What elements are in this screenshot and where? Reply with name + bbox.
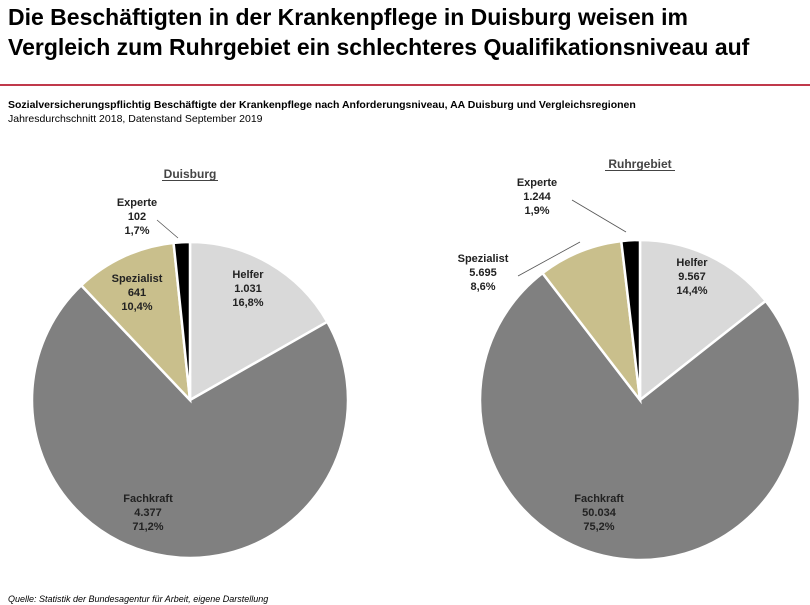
pie-slice-helfer	[188, 240, 330, 403]
chart-subtitle: Sozialversicherungspflichtig Beschäftigt…	[8, 99, 636, 111]
slice-label-value-spezialist: 5.695	[469, 267, 497, 279]
slice-label-name-fachkraft: Fachkraft	[123, 493, 173, 505]
slice-label-name-helfer: Helfer	[676, 257, 708, 269]
leader-line-experte	[156, 219, 179, 239]
pie-slice-fachkraft	[478, 271, 802, 562]
slice-label-percent-experte: 1,9%	[524, 205, 549, 217]
slice-label-percent-spezialist: 10,4%	[121, 301, 152, 313]
leader-line-spezialist	[517, 241, 581, 277]
slice-label-value-helfer: 1.031	[234, 283, 262, 295]
slice-label-name-fachkraft: Fachkraft	[574, 493, 624, 505]
leader-line-experte	[571, 199, 627, 233]
slice-label-percent-fachkraft: 71,2%	[132, 521, 163, 533]
slice-label-value-experte: 1.244	[523, 191, 551, 203]
slice-label-value-experte: 102	[128, 211, 146, 223]
source-note: Quelle: Statistik der Bundesagentur für …	[8, 594, 269, 604]
pie-slice-spezialist	[540, 239, 642, 405]
slice-label-percent-experte: 1,7%	[124, 225, 149, 237]
pie-chart-ruhrgebiet: Ruhrgebiet Helfer 9.567 14,4% Fachkraft 50.03…	[458, 157, 802, 562]
slice-label-name-spezialist: Spezialist	[458, 253, 509, 265]
slice-label-value-helfer: 9.567	[678, 271, 706, 283]
slice-label-percent-helfer: 16,8%	[232, 297, 263, 309]
slice-label-value-fachkraft: 4.377	[134, 507, 162, 519]
slice-label-name-experte: Experte	[117, 197, 157, 209]
pie-slice-fachkraft	[30, 283, 350, 560]
slice-label-value-fachkraft: 50.034	[582, 507, 617, 519]
slice-label-percent-spezialist: 8,6%	[470, 281, 495, 293]
pie-slice-experte	[172, 240, 192, 401]
title-divider	[0, 84, 810, 86]
chart-subtitle-date: Jahresdurchschnitt 2018, Datenstand Sept…	[8, 113, 263, 125]
pie-slice-spezialist	[79, 241, 192, 404]
pie-chart-duisburg: Duisburg Helfer 1.031 16,8% Fachkraft 4.377 71…	[30, 167, 350, 560]
pie-slice-helfer	[638, 238, 768, 403]
slice-label-name-experte: Experte	[517, 177, 557, 189]
slice-label-value-spezialist: 641	[128, 287, 146, 299]
pie-slice-experte	[619, 238, 642, 401]
slice-label-percent-fachkraft: 75,2%	[583, 521, 614, 533]
page-title: Die Beschäftigten in der Krankenpflege i…	[8, 4, 750, 60]
slice-label-name-spezialist: Spezialist	[112, 273, 163, 285]
slice-label-percent-helfer: 14,4%	[676, 285, 707, 297]
pie-title: Ruhrgebiet	[608, 157, 671, 171]
pie-title: Duisburg	[164, 167, 217, 181]
slice-label-name-helfer: Helfer	[232, 269, 264, 281]
